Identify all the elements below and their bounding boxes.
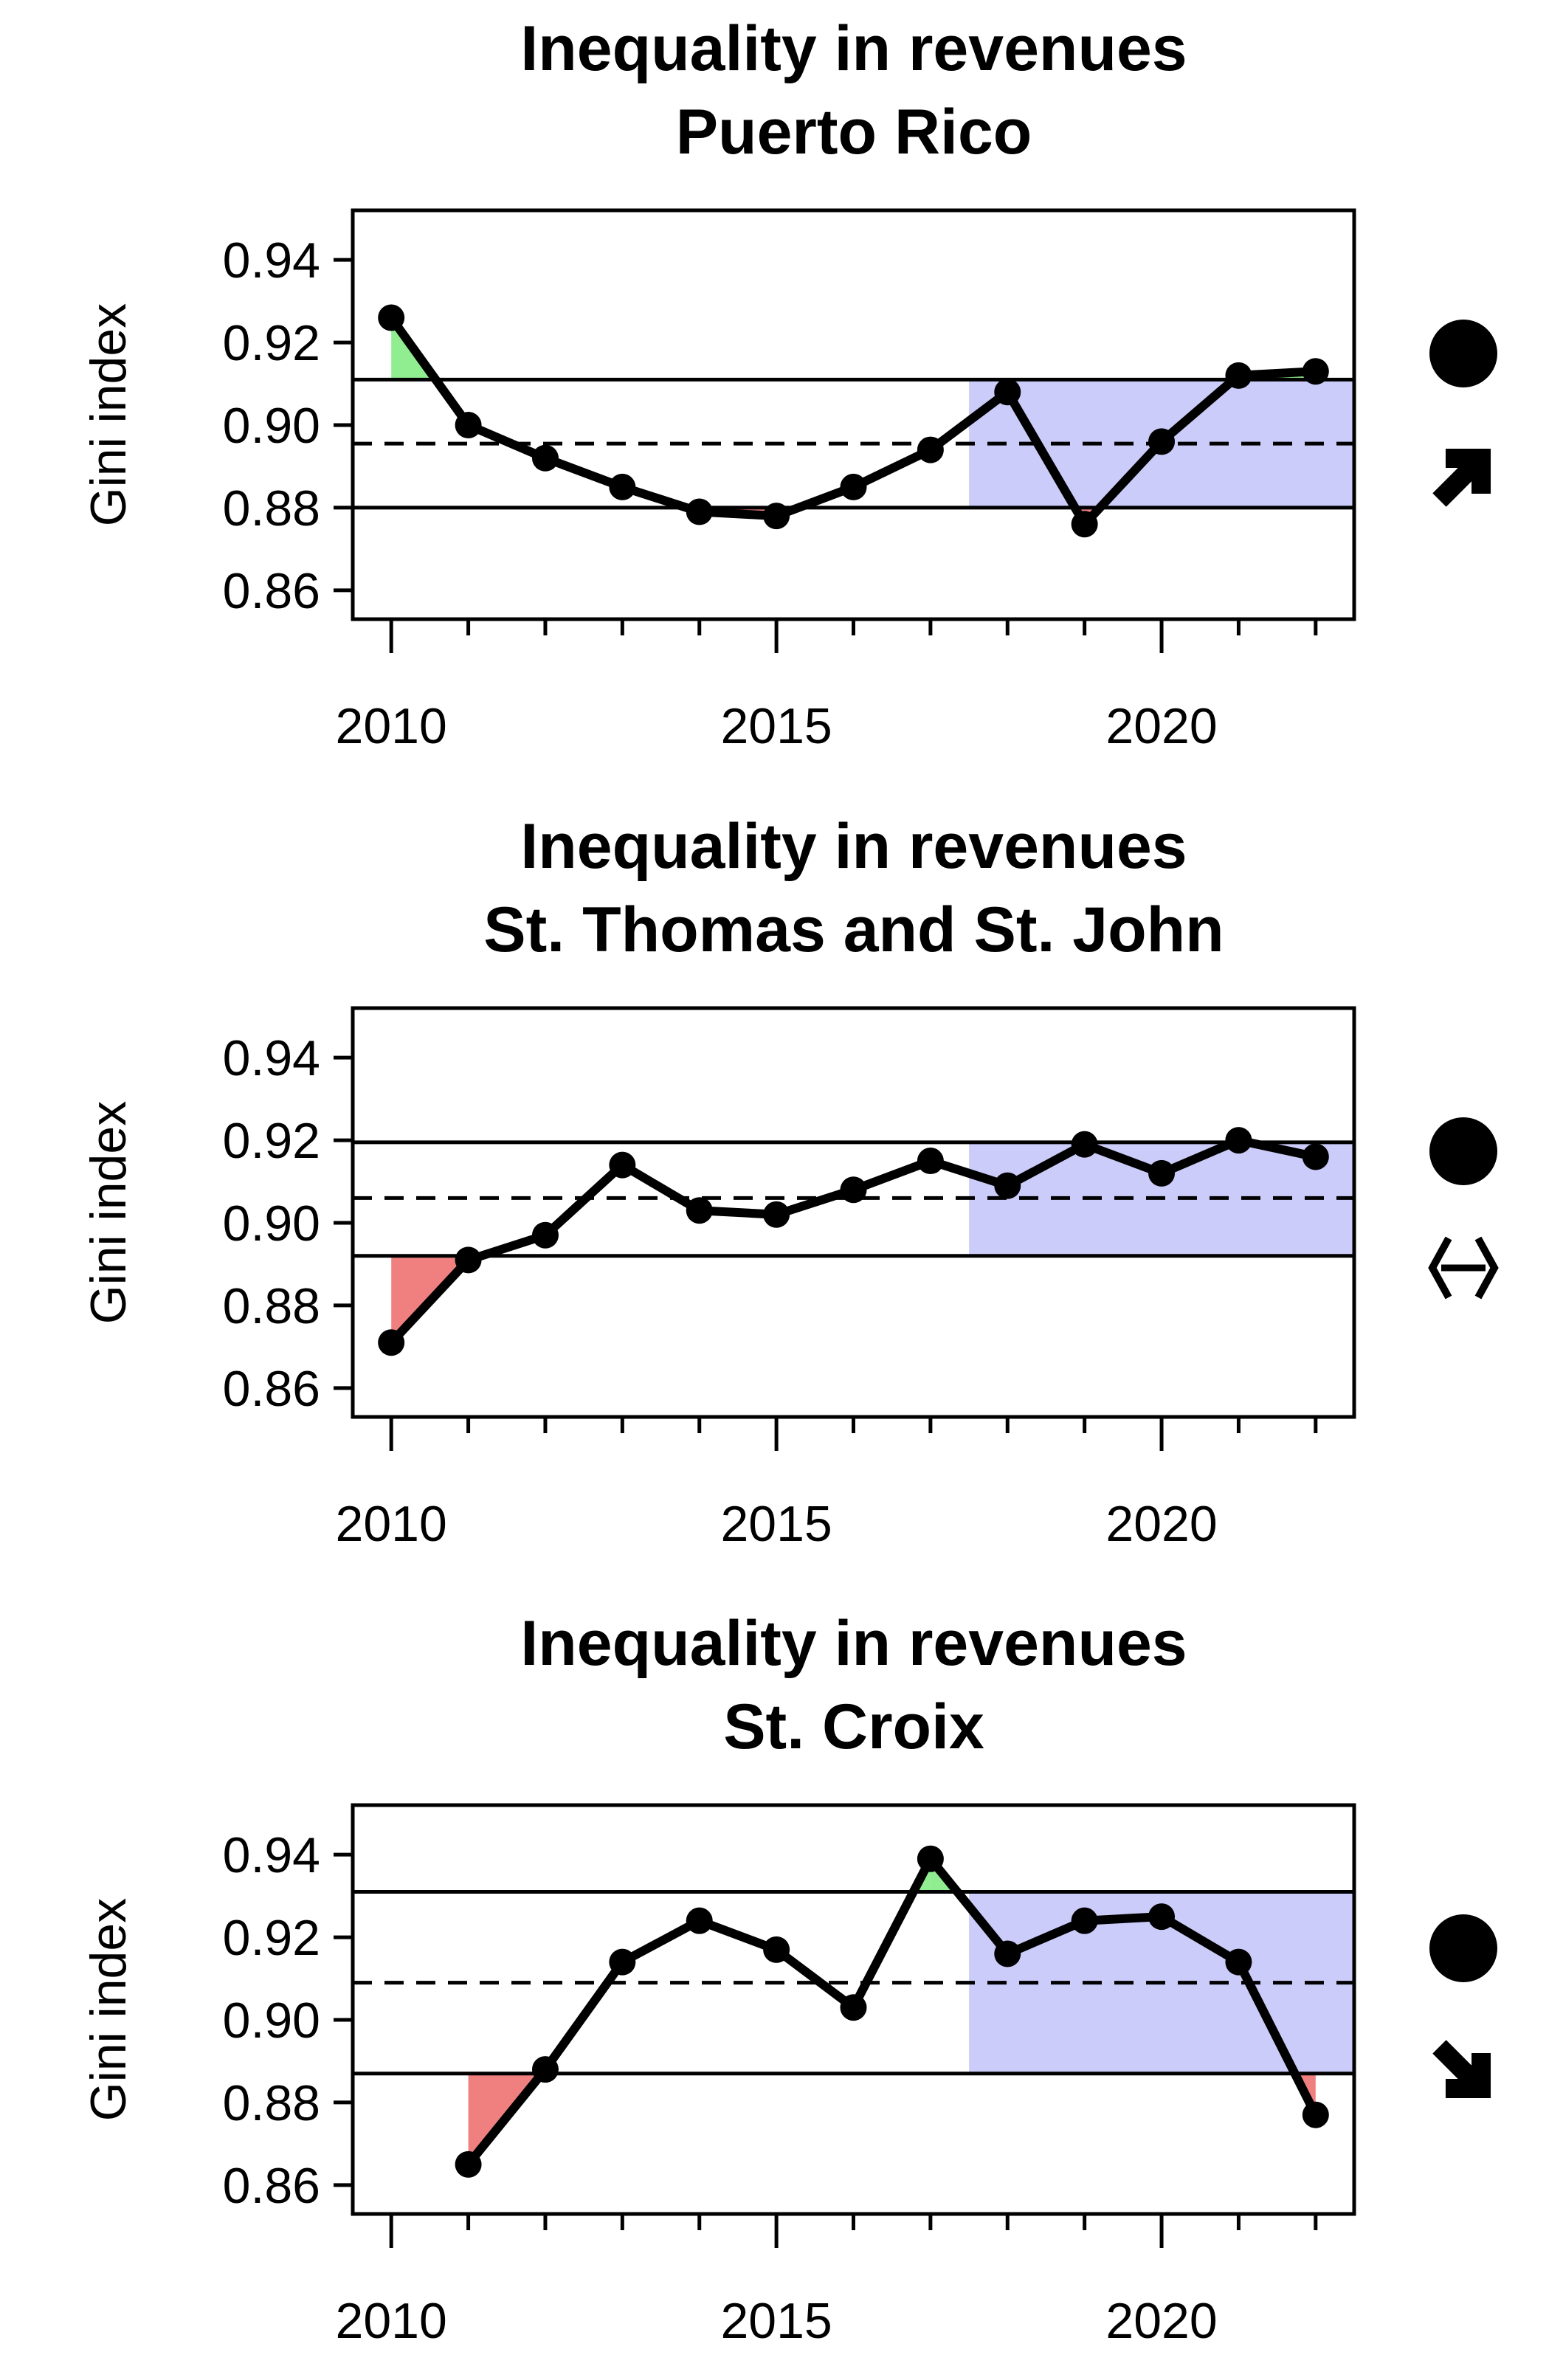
y-tick-label: 0.86 (223, 563, 320, 619)
x-tick-label: 2020 (1105, 1496, 1217, 1552)
y-tick-label: 0.86 (223, 2158, 320, 2214)
y-tick-label: 0.88 (223, 1278, 320, 1334)
data-point-2011 (455, 2150, 482, 2178)
x-tick-label: 2015 (720, 698, 832, 754)
data-point-2015 (763, 1201, 790, 1228)
data-point-2022 (1302, 358, 1329, 385)
y-axis-label: Gini index (80, 303, 137, 526)
arrow-head (1445, 2052, 1491, 2099)
arrow-head (1445, 448, 1491, 494)
data-point-2015 (763, 503, 790, 530)
data-point-2015 (763, 1936, 790, 1963)
y-tick-label: 0.92 (223, 315, 320, 371)
data-point-2016 (840, 473, 867, 500)
x-tick-label: 2015 (720, 2293, 832, 2349)
data-point-2013 (609, 473, 636, 500)
panel-1: Inequality in revenues Puerto Rico 0.86 0.8… (80, 13, 1497, 754)
panel-2: Inequality in revenues St. Thomas and St.… (80, 811, 1499, 1552)
data-point-2012 (531, 1221, 559, 1249)
x-tick-label: 2020 (1105, 698, 1217, 754)
data-point-2022 (1302, 1143, 1329, 1170)
x-tick-label: 2015 (720, 1496, 832, 1552)
arrow-shaft (1432, 2040, 1484, 2091)
y-tick-label: 0.86 (223, 1361, 320, 1417)
data-point-2012 (531, 444, 559, 472)
chart-subtitle: Puerto Rico (676, 97, 1032, 168)
y-tick-label: 0.92 (223, 1113, 320, 1169)
data-point-2016 (840, 1994, 867, 2021)
chart-title: Inequality in revenues (520, 1608, 1187, 1679)
data-point-2017 (917, 1148, 944, 1175)
arrow-down-right-icon (1432, 2040, 1491, 2099)
arrow-head-left (1428, 1236, 1452, 1300)
y-tick-label: 0.90 (223, 1196, 320, 1252)
data-point-2020 (1148, 428, 1176, 455)
data-point-2021 (1225, 1948, 1252, 1976)
y-tick-label: 0.92 (223, 1910, 320, 1966)
y-tick-label: 0.88 (223, 480, 320, 537)
status-circle-icon (1429, 1914, 1497, 1982)
data-point-2013 (609, 1948, 636, 1976)
series-line (464, 1854, 1320, 2167)
data-point-2013 (609, 1151, 636, 1179)
data-point-2010 (378, 304, 405, 331)
chart-subtitle: St. Thomas and St. John (483, 894, 1224, 965)
data-point-2010 (378, 1329, 405, 1356)
y-axis-label: Gini index (80, 1101, 137, 1324)
data-point-2017 (917, 1845, 944, 1872)
arrow-left-right-icon (1428, 1236, 1499, 1300)
status-circle-icon (1429, 1117, 1497, 1185)
chart-title: Inequality in revenues (520, 13, 1187, 84)
data-point-2012 (531, 2056, 559, 2083)
y-tick-label: 0.90 (223, 398, 320, 454)
x-tick-label: 2010 (336, 1496, 447, 1552)
status-circle-icon (1429, 320, 1497, 387)
arrow-shaft (1432, 455, 1484, 507)
data-point-2022 (1302, 2101, 1329, 2128)
y-tick-label: 0.94 (223, 232, 320, 289)
data-point-2011 (455, 1246, 482, 1274)
data-point-2020 (1148, 1903, 1176, 1931)
y-tick-label: 0.90 (223, 1993, 320, 2049)
data-point-2018 (994, 379, 1021, 406)
data-point-2017 (917, 436, 944, 463)
arrow-up-right-icon (1432, 448, 1491, 507)
data-point-2019 (1071, 511, 1098, 538)
y-axis-label: Gini index (80, 1898, 137, 2121)
chart-title: Inequality in revenues (520, 811, 1187, 882)
x-tick-label: 2020 (1105, 2293, 1217, 2349)
data-point-2018 (994, 1940, 1021, 1967)
data-point-2021 (1225, 1127, 1252, 1154)
data-point-2021 (1225, 362, 1252, 389)
data-point-2018 (994, 1172, 1021, 1199)
y-tick-label: 0.94 (223, 1827, 320, 1883)
data-point-2014 (686, 498, 713, 525)
data-point-2019 (1071, 1131, 1098, 1158)
panel-3: Inequality in revenues St. Croix 0.86 0.88 0… (80, 1608, 1497, 2349)
data-point-2011 (455, 411, 482, 438)
y-tick-label: 0.94 (223, 1030, 320, 1086)
data-point-2016 (840, 1176, 867, 1204)
data-point-2014 (686, 1907, 713, 1934)
data-point-2019 (1071, 1907, 1098, 1934)
x-tick-label: 2010 (336, 698, 447, 754)
y-tick-label: 0.88 (223, 2075, 320, 2131)
arrow-head-right (1474, 1236, 1499, 1300)
data-point-2014 (686, 1197, 713, 1224)
x-tick-label: 2010 (336, 2293, 447, 2349)
chart-subtitle: St. Croix (723, 1691, 984, 1762)
data-point-2020 (1148, 1159, 1176, 1187)
